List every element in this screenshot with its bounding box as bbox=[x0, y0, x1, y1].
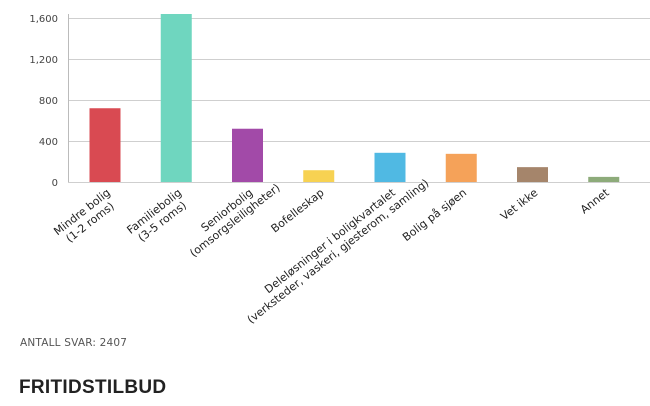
bar bbox=[232, 128, 263, 182]
bar bbox=[517, 167, 548, 182]
svg-text:Mindre bolig(1-2 roms): Mindre bolig(1-2 roms) bbox=[51, 186, 120, 248]
y-tick-label: 400 bbox=[39, 137, 58, 148]
svg-text:Vet ikke: Vet ikke bbox=[498, 186, 540, 223]
y-tick-label: 1,600 bbox=[29, 14, 58, 25]
bar-chart: 0 400 800 1,200 1,600 Mindre bolig(1-2 roms)… bbox=[29, 14, 650, 326]
x-axis-labels: Mindre bolig(1-2 roms) Familiebolig(3-5 r… bbox=[51, 171, 612, 326]
y-tick-label: 800 bbox=[39, 96, 58, 107]
bars bbox=[89, 14, 620, 182]
bar bbox=[588, 176, 620, 182]
bar bbox=[445, 153, 477, 182]
svg-text:Familiebolig(3-5 roms): Familiebolig(3-5 roms) bbox=[124, 186, 192, 247]
x-tick-label: Familiebolig(3-5 roms) bbox=[124, 186, 192, 247]
y-tick-label: 0 bbox=[52, 178, 58, 189]
bar bbox=[89, 108, 121, 182]
svg-text:Seniorbolig(omsorgsleiligheter: Seniorbolig(omsorgsleiligheter) bbox=[179, 171, 282, 260]
x-tick-label: Mindre bolig(1-2 roms) bbox=[51, 186, 120, 248]
bar bbox=[303, 170, 335, 182]
bar bbox=[374, 152, 406, 182]
bar bbox=[160, 14, 192, 182]
grid-lines bbox=[68, 18, 650, 183]
response-count: ANTALL SVAR: 2407 bbox=[20, 337, 128, 349]
section-heading: FRITIDSTILBUD bbox=[19, 377, 167, 398]
svg-text:Annet: Annet bbox=[578, 186, 612, 217]
x-tick-label: Vet ikke bbox=[498, 186, 540, 223]
x-tick-label: Annet bbox=[578, 186, 612, 217]
x-tick-label: Seniorbolig(omsorgsleiligheter) bbox=[179, 171, 282, 260]
y-tick-label: 1,200 bbox=[29, 55, 58, 66]
y-axis: 0 400 800 1,200 1,600 bbox=[29, 14, 69, 189]
